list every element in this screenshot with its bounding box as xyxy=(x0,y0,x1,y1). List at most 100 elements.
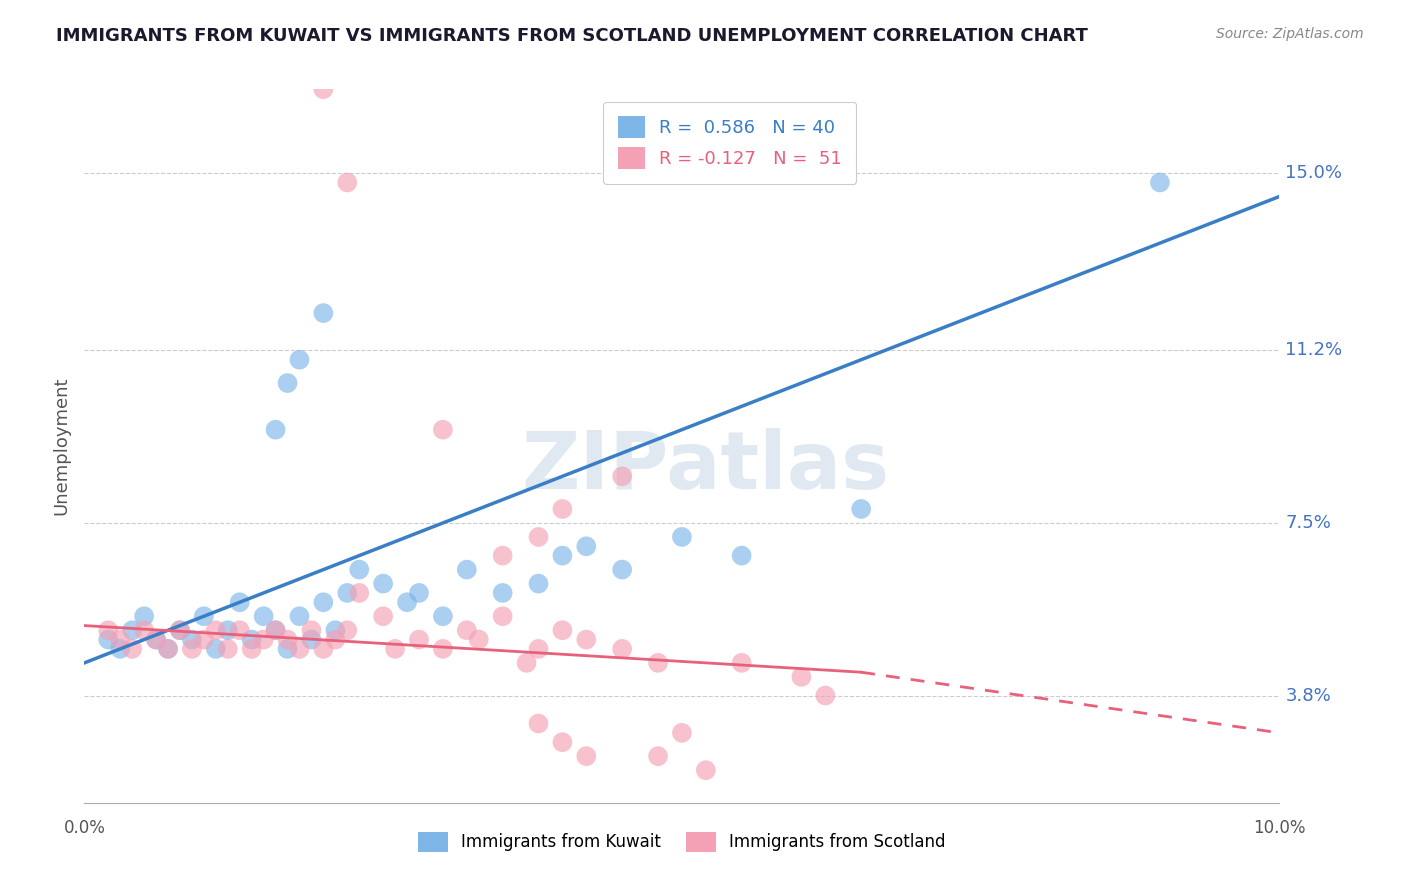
Point xyxy=(193,632,215,647)
Point xyxy=(97,632,120,647)
Point xyxy=(264,624,287,638)
Point xyxy=(432,609,454,624)
Point xyxy=(110,632,132,647)
Point xyxy=(312,595,335,609)
Point xyxy=(349,586,371,600)
Point xyxy=(325,632,347,647)
Point xyxy=(325,624,347,638)
Text: 11.2%: 11.2% xyxy=(1285,342,1343,359)
Point xyxy=(132,624,156,638)
Point xyxy=(527,641,550,656)
Point xyxy=(110,641,132,656)
Point xyxy=(575,632,598,647)
Point xyxy=(575,539,598,553)
Point xyxy=(217,641,239,656)
Point xyxy=(301,624,323,638)
Point xyxy=(181,641,204,656)
Point xyxy=(97,624,120,638)
Point xyxy=(396,595,419,609)
Point xyxy=(551,502,574,516)
Point xyxy=(288,609,311,624)
Point xyxy=(671,726,693,740)
Point xyxy=(312,82,335,96)
Point xyxy=(408,586,430,600)
Point xyxy=(217,624,239,638)
Point xyxy=(132,609,156,624)
Text: ZIPatlas: ZIPatlas xyxy=(522,428,890,507)
Point xyxy=(157,641,180,656)
Point xyxy=(301,632,323,647)
Point xyxy=(240,641,263,656)
Point xyxy=(731,549,754,563)
Point xyxy=(851,502,873,516)
Point xyxy=(456,563,478,577)
Point xyxy=(408,632,430,647)
Point xyxy=(336,176,359,190)
Point xyxy=(516,656,538,670)
Point xyxy=(277,632,299,647)
Point xyxy=(373,576,395,591)
Point xyxy=(228,624,252,638)
Legend: Immigrants from Kuwait, Immigrants from Scotland: Immigrants from Kuwait, Immigrants from … xyxy=(411,825,953,859)
Point xyxy=(612,563,634,577)
Point xyxy=(145,632,167,647)
Point xyxy=(1149,176,1171,190)
Point xyxy=(647,656,669,670)
Point xyxy=(121,641,143,656)
Point xyxy=(205,641,228,656)
Point xyxy=(240,632,263,647)
Y-axis label: Unemployment: Unemployment xyxy=(52,376,70,516)
Text: IMMIGRANTS FROM KUWAIT VS IMMIGRANTS FROM SCOTLAND UNEMPLOYMENT CORRELATION CHAR: IMMIGRANTS FROM KUWAIT VS IMMIGRANTS FRO… xyxy=(56,27,1088,45)
Point xyxy=(527,576,550,591)
Point xyxy=(695,763,717,777)
Point xyxy=(612,641,634,656)
Point xyxy=(145,632,167,647)
Point xyxy=(527,716,550,731)
Point xyxy=(384,641,406,656)
Point xyxy=(551,624,574,638)
Point xyxy=(492,609,515,624)
Text: 3.8%: 3.8% xyxy=(1285,687,1331,705)
Point xyxy=(373,609,395,624)
Point xyxy=(205,624,228,638)
Point xyxy=(288,352,311,367)
Point xyxy=(288,641,311,656)
Point xyxy=(551,735,574,749)
Point xyxy=(790,670,813,684)
Point xyxy=(456,624,478,638)
Point xyxy=(492,549,515,563)
Point xyxy=(731,656,754,670)
Point xyxy=(647,749,669,764)
Point xyxy=(169,624,191,638)
Point xyxy=(253,632,276,647)
Point xyxy=(277,376,299,390)
Point xyxy=(169,624,191,638)
Point xyxy=(336,624,359,638)
Point xyxy=(575,749,598,764)
Point xyxy=(336,586,359,600)
Point xyxy=(468,632,491,647)
Point xyxy=(312,641,335,656)
Point xyxy=(612,469,634,483)
Point xyxy=(193,609,215,624)
Text: 15.0%: 15.0% xyxy=(1285,164,1343,182)
Point xyxy=(157,641,180,656)
Point xyxy=(432,423,454,437)
Text: Source: ZipAtlas.com: Source: ZipAtlas.com xyxy=(1216,27,1364,41)
Point xyxy=(264,624,287,638)
Point xyxy=(349,563,371,577)
Point xyxy=(253,609,276,624)
Point xyxy=(121,624,143,638)
Point xyxy=(181,632,204,647)
Point xyxy=(432,641,454,656)
Point xyxy=(551,549,574,563)
Point xyxy=(277,641,299,656)
Point xyxy=(312,306,335,320)
Point xyxy=(527,530,550,544)
Point xyxy=(492,586,515,600)
Point xyxy=(228,595,252,609)
Point xyxy=(264,423,287,437)
Point xyxy=(814,689,837,703)
Point xyxy=(671,530,693,544)
Text: 7.5%: 7.5% xyxy=(1285,514,1331,532)
